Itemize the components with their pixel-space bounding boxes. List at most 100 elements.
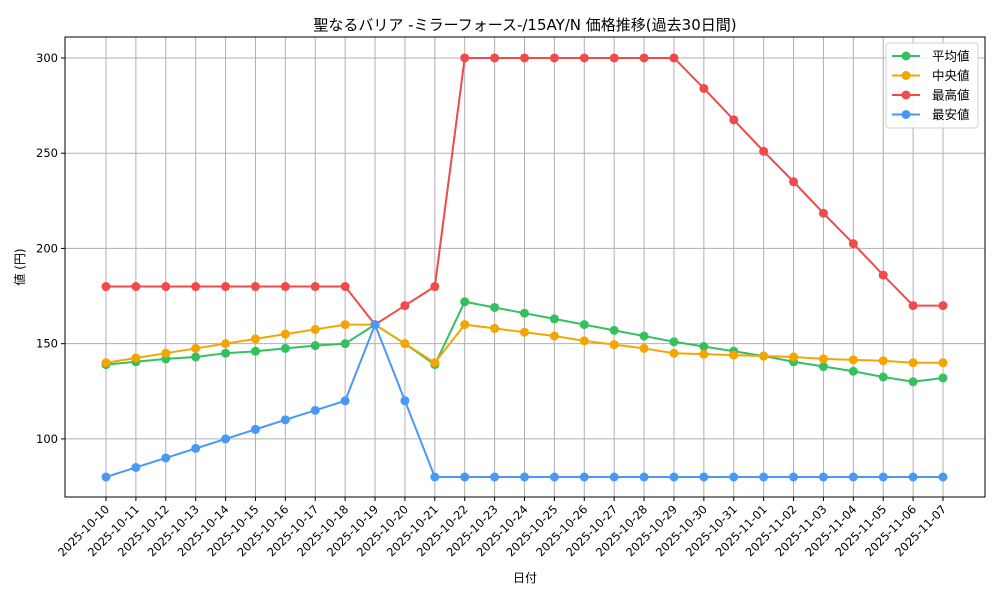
legend-swatch-marker [901, 110, 911, 119]
data-point [191, 352, 201, 362]
data-point [520, 53, 529, 63]
data-point [609, 472, 619, 482]
data-point [938, 373, 948, 383]
data-point [848, 472, 858, 482]
data-point [639, 53, 649, 63]
data-point [520, 308, 529, 318]
legend-swatch-marker [901, 90, 911, 100]
data-point [699, 342, 709, 352]
data-point [639, 343, 649, 353]
data-point [759, 472, 769, 482]
series-lines [101, 53, 948, 482]
data-point [490, 53, 500, 63]
data-point [221, 339, 231, 349]
data-point [131, 353, 141, 363]
data-point [101, 282, 111, 292]
series-3 [101, 320, 948, 482]
y-tick-label: 150 [36, 337, 58, 351]
legend-label: 平均値 [932, 49, 970, 64]
data-point [250, 424, 260, 434]
data-point [759, 351, 769, 361]
legend-swatch-marker [901, 71, 911, 80]
data-point [789, 177, 799, 187]
data-point [101, 472, 111, 482]
data-point [310, 405, 320, 415]
data-point [908, 358, 918, 368]
data-point [310, 341, 320, 351]
data-point [729, 350, 739, 360]
data-point [699, 349, 709, 359]
data-point [579, 320, 589, 330]
data-point [938, 301, 948, 311]
data-point [250, 346, 260, 356]
data-point [131, 462, 141, 472]
data-point [520, 472, 529, 482]
legend-label: 中央値 [932, 68, 970, 83]
data-point [549, 53, 559, 63]
data-point [609, 325, 619, 335]
data-point [340, 339, 350, 349]
data-point [669, 53, 679, 63]
data-point [490, 302, 500, 312]
data-point [549, 472, 559, 482]
data-point [340, 320, 350, 330]
data-point [490, 323, 500, 333]
data-point [191, 443, 201, 453]
data-point [669, 472, 679, 482]
data-point [460, 297, 470, 307]
data-point [669, 348, 679, 358]
y-tick-label: 200 [36, 241, 58, 255]
data-point [908, 301, 918, 311]
data-point [789, 472, 799, 482]
data-point [280, 282, 290, 292]
data-point [908, 377, 918, 387]
data-point [161, 282, 171, 292]
data-point [729, 472, 739, 482]
y-tick-label: 300 [36, 51, 58, 65]
data-point [280, 329, 290, 339]
data-point [221, 348, 231, 358]
data-point [340, 282, 350, 292]
data-point [520, 327, 529, 337]
data-point [609, 53, 619, 63]
data-point [280, 415, 290, 425]
data-point [430, 472, 440, 482]
data-point [579, 472, 589, 482]
data-point [280, 343, 290, 353]
data-point [250, 334, 260, 344]
data-point [848, 366, 858, 376]
data-point [699, 472, 709, 482]
data-point [460, 53, 470, 63]
data-point [221, 434, 231, 444]
data-point [848, 239, 858, 249]
y-tick-label: 250 [36, 146, 58, 160]
data-point [400, 396, 410, 406]
data-point [669, 337, 679, 347]
data-point [938, 472, 948, 482]
data-point [340, 396, 350, 406]
data-point [878, 356, 888, 366]
chart-title: 聖なるバリア -ミラーフォース-/15AY/N 価格推移(過去30日間) [313, 16, 736, 34]
legend-box [885, 42, 979, 129]
data-point [579, 336, 589, 346]
data-point [818, 354, 828, 364]
data-point [250, 282, 260, 292]
data-point [878, 372, 888, 382]
data-point [699, 83, 709, 93]
data-point [430, 358, 440, 368]
data-point [759, 146, 769, 156]
data-point [310, 324, 320, 334]
data-point [400, 339, 410, 349]
data-point [818, 208, 828, 218]
data-point [549, 331, 559, 341]
data-point [789, 352, 799, 362]
series-2 [101, 53, 948, 330]
data-point [549, 314, 559, 324]
data-point [191, 282, 201, 292]
data-point [848, 355, 858, 365]
data-point [639, 331, 649, 341]
data-point [430, 282, 440, 292]
data-point [609, 340, 619, 350]
data-point [370, 320, 380, 330]
